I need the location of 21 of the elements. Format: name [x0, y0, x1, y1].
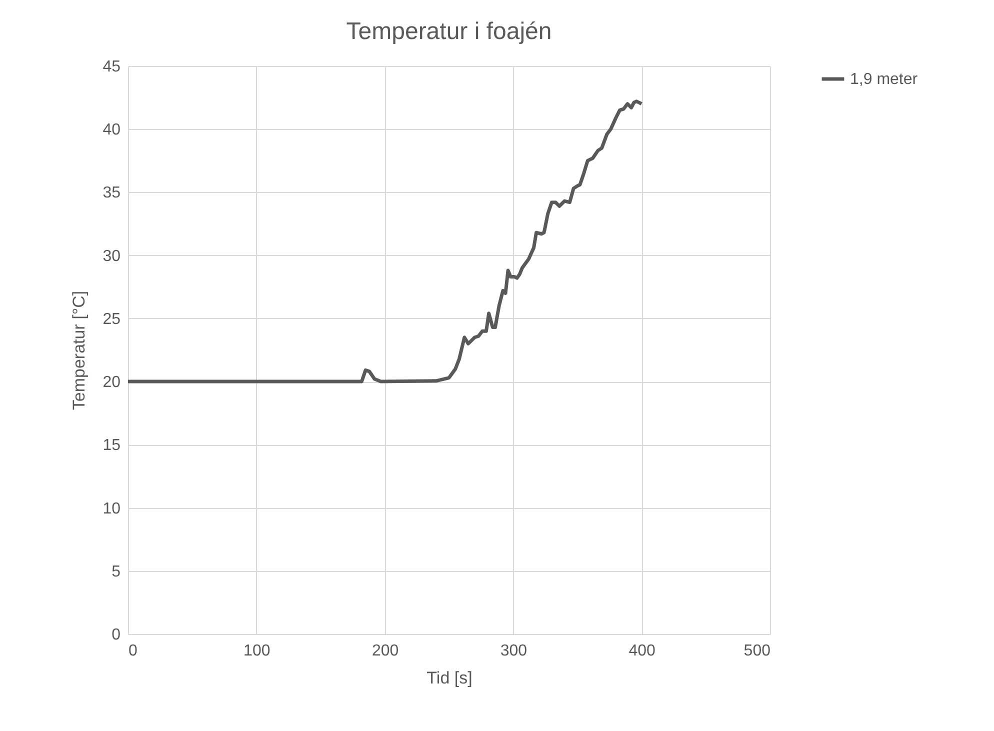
x-tick-label: 500 [744, 642, 771, 660]
x-tick-label: 400 [628, 642, 656, 660]
x-tick-label: 100 [244, 642, 270, 660]
x-axis-title: Tid [s] [426, 668, 472, 688]
y-tick-label: 20 [102, 374, 121, 392]
y-tick-label: 35 [102, 184, 121, 202]
y-tick-label: 40 [102, 122, 121, 139]
y-tick-label: 5 [112, 563, 121, 580]
chart-title: Temperatur i foajén [346, 18, 552, 45]
legend-label: 1,9 meter [850, 71, 918, 88]
y-tick-label: 15 [102, 437, 121, 454]
y-tick-label: 10 [102, 500, 121, 518]
y-tick-label: 45 [102, 58, 121, 76]
line-series [126, 100, 644, 384]
y-tick-label: 25 [102, 310, 121, 328]
x-tick-label: 300 [500, 642, 528, 660]
x-tick-label: 0 [128, 642, 138, 660]
x-tick-label: 200 [372, 642, 399, 660]
y-tick-label: 0 [112, 626, 121, 644]
y-axis-title: Temperatur [°C] [70, 290, 89, 410]
y-tick-label: 30 [102, 248, 121, 265]
